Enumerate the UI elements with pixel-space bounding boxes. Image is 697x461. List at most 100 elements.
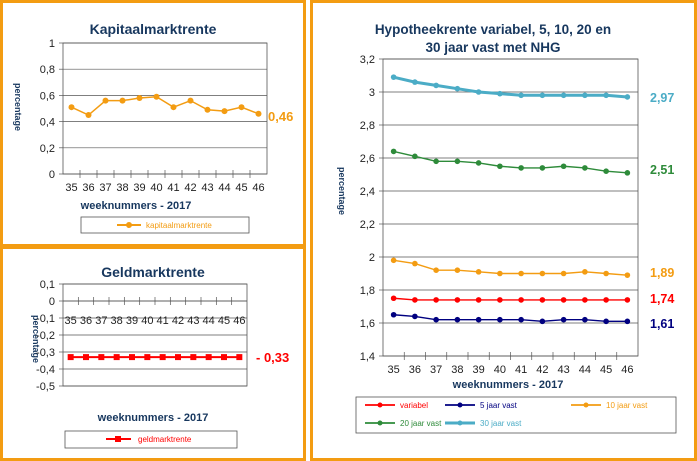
5-jaar-vast-point (454, 316, 461, 323)
5-jaar-vast-point (624, 318, 631, 325)
30-jaar-vast-point (518, 92, 524, 99)
hypotheekrente-x-axis-label: weeknummers - 2017 (452, 379, 564, 391)
x-tick-label: 39 (126, 315, 138, 327)
x-tick-label: 41 (515, 364, 527, 376)
20-jaar-vast-point (433, 158, 439, 165)
y-tick-label: 1,6 (360, 318, 375, 330)
geldmarktrente-point (83, 354, 89, 361)
kapitaalmarktrente-point (119, 97, 126, 104)
variabel-point (390, 295, 397, 302)
x-tick-label: 44 (203, 315, 215, 327)
y-tick-label: 3 (369, 87, 375, 99)
y-tick-label: 0 (49, 296, 55, 308)
10-jaar-vast-point (433, 267, 439, 274)
geldmarktrente-panel: Geldmarktrente percentage -0,5 -0,4 -0,3 -0… (0, 246, 306, 461)
variabel-point (624, 297, 631, 303)
20-jaar-vast-legend-marker (377, 420, 383, 426)
x-tick-label: 43 (558, 364, 570, 376)
5-jaar-vast-point (433, 316, 439, 323)
x-tick-label: 37 (430, 364, 442, 376)
kapitaalmarktrente-point (204, 106, 211, 113)
variabel-legend-label: variabel (400, 401, 428, 410)
plot-area (382, 58, 639, 357)
5-jaar-vast-point (539, 318, 546, 325)
20-jaar-vast-point (475, 160, 482, 166)
kapitaalmarktrente-legend-label: kapitaalmarktrente (146, 221, 212, 230)
10-jaar-vast-point (390, 257, 397, 264)
x-tick-label: 37 (95, 315, 107, 327)
kapitaalmarktrente-point (170, 104, 177, 111)
end-value-30-jaar-vast: 2,97 (650, 91, 674, 105)
geldmarktrente-point (129, 354, 135, 361)
end-value-variabel: 1,74 (650, 292, 674, 306)
10-jaar-vast-point (560, 270, 567, 277)
hypotheekrente-panel: Hypotheekrente variabel, 5, 10, 20 en 30… (310, 0, 697, 461)
geldmarktrente-point (98, 354, 105, 361)
geldmarktrente-point (221, 354, 227, 361)
variabel-point (475, 297, 482, 303)
geldmarktrente-legend (64, 430, 238, 449)
30-jaar-vast-point (412, 79, 418, 85)
variabel-point (539, 297, 546, 303)
30-jaar-vast-point (603, 92, 609, 99)
y-tick-label: 2,6 (360, 153, 375, 165)
y-tick-label: 2,8 (360, 120, 375, 132)
10-jaar-vast-legend-marker (583, 402, 589, 408)
x-tick-label: 44 (579, 364, 591, 376)
10-jaar-vast-point (497, 270, 503, 277)
variabel-point (582, 297, 588, 303)
30-jaar-vast-legend-marker (457, 420, 463, 426)
x-tick-label: 36 (82, 182, 94, 194)
variabel-point (412, 297, 418, 303)
5-jaar-vast-point (518, 316, 524, 323)
variabel-legend-marker (377, 402, 383, 408)
5-jaar-vast-point (475, 316, 482, 323)
x-tick-label: 46 (621, 364, 633, 376)
5-jaar-vast-legend-label: 5 jaar vast (480, 401, 518, 410)
y-tick-label: 0 (49, 169, 55, 181)
y-tick-label: 0,2 (40, 143, 55, 155)
30-jaar-vast-point (390, 74, 397, 80)
geldmarktrente-y-axis-label: percentage (31, 315, 41, 363)
variabel-point (603, 297, 609, 303)
10-jaar-vast-point (454, 267, 461, 274)
end-value-5-jaar-vast: 1,61 (650, 317, 674, 331)
30-jaar-vast-point (433, 82, 439, 89)
20-jaar-vast-point (560, 163, 567, 170)
y-tick-label: 1,8 (360, 285, 375, 297)
y-tick-label: -0,1 (36, 313, 55, 325)
x-tick-label: 35 (388, 364, 400, 376)
kapitaalmarktrente-end-value: 0,46 (268, 109, 293, 124)
geldmarktrente-end-value: - 0,33 (256, 350, 289, 365)
geldmarktrente-point (113, 354, 120, 361)
kapitaalmarktrente-point (68, 104, 75, 111)
kapitaalmarktrente-point (255, 110, 262, 117)
end-value-10-jaar-vast: 1,89 (650, 266, 674, 280)
hypotheekrente-chart: Hypotheekrente variabel, 5, 10, 20 en 30… (337, 22, 677, 434)
y-tick-label: 1,4 (360, 351, 375, 363)
kapitaalmarktrente-x-axis-label: weeknummers - 2017 (80, 200, 192, 212)
y-tick-label: -0,2 (36, 330, 55, 342)
x-tick-label: 42 (536, 364, 548, 376)
10-jaar-vast-point (603, 270, 609, 277)
x-tick-label: 35 (65, 315, 77, 327)
30-jaar-vast-legend-label: 30 jaar vast (480, 419, 522, 428)
x-tick-label: 46 (252, 182, 264, 194)
30-jaar-vast-point (497, 90, 503, 97)
geldmarktrente-point (190, 354, 197, 361)
5-jaar-vast-point (582, 316, 588, 323)
y-tick-label: 0,6 (40, 90, 55, 102)
geldmarktrente-point (175, 354, 181, 361)
hypotheekrente-legend (355, 396, 677, 434)
x-tick-label: 39 (473, 364, 485, 376)
10-jaar-vast-line (393, 259, 628, 276)
geldmarktrente-chart: Geldmarktrente percentage -0,5 -0,4 -0,3 -0… (31, 264, 289, 449)
x-tick-label: 41 (157, 315, 169, 327)
30-jaar-vast-point (560, 92, 567, 99)
20-jaar-vast-point (390, 148, 397, 155)
y-tick-label: -0,5 (36, 381, 55, 393)
10-jaar-vast-point (518, 270, 524, 277)
kapitaalmarktrente-point (85, 112, 92, 119)
20-jaar-vast-legend-label: 20 jaar vast (400, 419, 442, 428)
x-tick-label: 43 (201, 182, 213, 194)
